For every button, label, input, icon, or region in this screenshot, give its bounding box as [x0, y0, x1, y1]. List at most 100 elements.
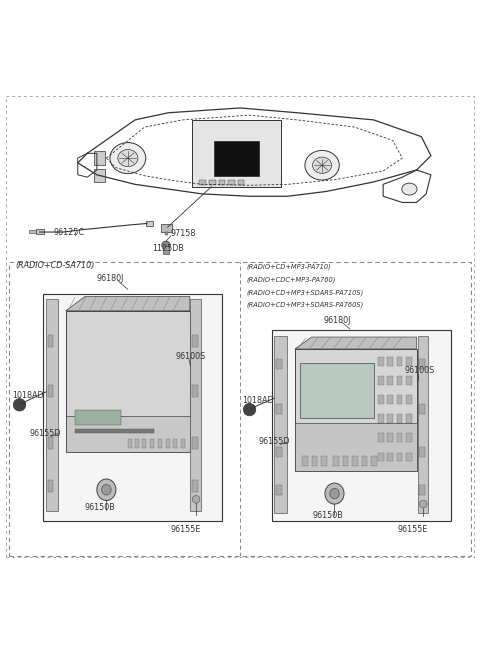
- Bar: [95, 168, 105, 182]
- Text: 96180J: 96180J: [324, 316, 351, 325]
- Bar: [165, 232, 168, 235]
- Circle shape: [13, 399, 26, 411]
- Bar: [406, 357, 412, 365]
- Polygon shape: [66, 297, 190, 310]
- Circle shape: [192, 495, 200, 503]
- Ellipse shape: [102, 485, 111, 495]
- Bar: [378, 395, 384, 404]
- Bar: [396, 395, 402, 404]
- Bar: [135, 439, 139, 448]
- Bar: [396, 376, 402, 384]
- Text: (RADIO+CD-SA710): (RADIO+CD-SA710): [16, 261, 95, 271]
- Bar: [66, 416, 190, 451]
- Bar: [343, 457, 348, 466]
- Ellipse shape: [312, 157, 332, 174]
- Bar: [191, 299, 201, 512]
- Text: 1125DB: 1125DB: [152, 244, 183, 253]
- Text: 97158: 97158: [171, 229, 196, 238]
- Bar: [192, 384, 198, 397]
- Bar: [158, 439, 162, 448]
- Bar: [9, 262, 471, 555]
- Bar: [378, 357, 384, 365]
- Bar: [214, 141, 259, 176]
- Bar: [418, 336, 428, 513]
- Bar: [321, 457, 327, 466]
- Ellipse shape: [97, 479, 116, 500]
- Ellipse shape: [402, 183, 417, 195]
- Circle shape: [420, 500, 427, 508]
- Text: (RADIO+CD+MP3-PA710): (RADIO+CD+MP3-PA710): [246, 263, 331, 270]
- Polygon shape: [295, 337, 417, 349]
- Bar: [75, 410, 120, 425]
- Text: 1018AD: 1018AD: [12, 391, 44, 400]
- Text: 96100S: 96100S: [405, 366, 435, 375]
- Bar: [406, 376, 412, 384]
- Bar: [387, 453, 393, 461]
- Bar: [420, 447, 425, 457]
- Bar: [95, 151, 105, 165]
- Bar: [218, 179, 225, 185]
- Bar: [238, 179, 244, 185]
- Ellipse shape: [330, 489, 339, 499]
- Bar: [378, 415, 384, 423]
- Text: 96155D: 96155D: [258, 438, 289, 447]
- Bar: [128, 439, 132, 448]
- Bar: [378, 434, 384, 442]
- Bar: [166, 439, 170, 448]
- Bar: [387, 415, 393, 423]
- Bar: [387, 376, 393, 384]
- Bar: [75, 428, 154, 434]
- Bar: [46, 299, 58, 512]
- Bar: [146, 221, 153, 226]
- Bar: [312, 457, 317, 466]
- Bar: [66, 310, 190, 451]
- Bar: [396, 453, 402, 461]
- Text: (RADIO+CDC+MP3-PA760): (RADIO+CDC+MP3-PA760): [246, 276, 336, 283]
- Bar: [142, 439, 146, 448]
- Bar: [276, 359, 282, 369]
- Bar: [406, 415, 412, 423]
- Text: 96100S: 96100S: [176, 352, 206, 360]
- Bar: [378, 376, 384, 384]
- Text: 1018AD: 1018AD: [242, 396, 274, 405]
- Ellipse shape: [118, 149, 138, 166]
- Bar: [396, 357, 402, 365]
- Bar: [192, 438, 198, 449]
- Circle shape: [243, 403, 256, 416]
- Circle shape: [162, 241, 170, 250]
- Bar: [181, 439, 185, 448]
- Bar: [387, 434, 393, 442]
- Bar: [352, 457, 358, 466]
- Bar: [420, 359, 425, 369]
- Bar: [192, 120, 281, 187]
- Bar: [275, 336, 287, 513]
- Text: 96155E: 96155E: [171, 525, 201, 534]
- Bar: [199, 179, 206, 185]
- Text: 96155E: 96155E: [397, 525, 428, 534]
- Bar: [406, 395, 412, 404]
- Text: 96180J: 96180J: [97, 274, 124, 283]
- Bar: [150, 439, 154, 448]
- Bar: [362, 457, 367, 466]
- Text: 96125C: 96125C: [54, 229, 85, 237]
- Bar: [302, 457, 308, 466]
- Bar: [276, 485, 282, 495]
- Bar: [161, 225, 172, 232]
- Text: (RADIO+CD+MP3+SDARS-PA760S): (RADIO+CD+MP3+SDARS-PA760S): [246, 302, 363, 309]
- Bar: [406, 434, 412, 442]
- Bar: [300, 364, 373, 418]
- Bar: [48, 335, 53, 346]
- Bar: [371, 457, 377, 466]
- Bar: [273, 330, 451, 521]
- Bar: [48, 384, 53, 397]
- Bar: [192, 335, 198, 346]
- Text: (RADIO+CD+MP3+SDARS-PA710S): (RADIO+CD+MP3+SDARS-PA710S): [246, 289, 363, 295]
- Bar: [396, 434, 402, 442]
- Bar: [163, 246, 169, 253]
- Bar: [48, 438, 53, 449]
- Bar: [387, 357, 393, 365]
- Bar: [43, 294, 222, 521]
- Bar: [209, 179, 216, 185]
- Bar: [420, 485, 425, 495]
- Bar: [276, 447, 282, 457]
